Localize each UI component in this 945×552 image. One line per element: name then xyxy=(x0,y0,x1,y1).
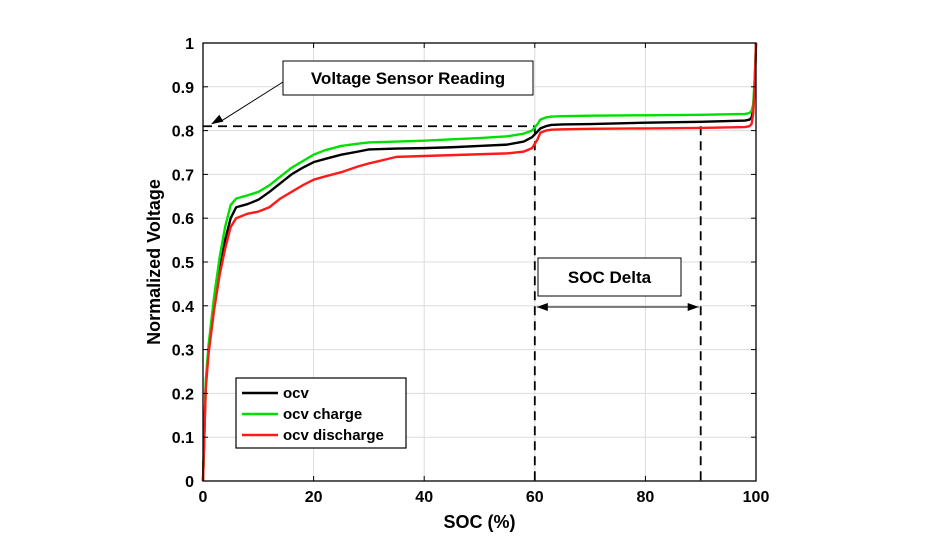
y-tick-label: 0 xyxy=(185,474,194,491)
legend-label: ocv xyxy=(283,385,310,402)
x-axis-title: SOC (%) xyxy=(444,512,516,532)
voltage-sensor-label: Voltage Sensor Reading xyxy=(311,69,505,88)
x-axis-ticks: 0 20 40 60 80 100 xyxy=(199,43,770,506)
series-line-ocv xyxy=(201,42,758,482)
y-tick-label: 0.3 xyxy=(172,343,194,360)
voltage-sensor-box xyxy=(282,60,534,96)
legend-label: ocv charge xyxy=(283,406,362,423)
y-tick-label: 0.9 xyxy=(172,80,194,97)
voltage-sensor-pointer xyxy=(220,81,284,122)
x-tick-label: 0 xyxy=(199,489,208,506)
x-tick-label: 60 xyxy=(526,489,544,506)
series-line-ocv-charge xyxy=(201,42,758,482)
soc-delta-label: SOC Delta xyxy=(568,268,652,287)
y-tick-label: 0.5 xyxy=(172,255,194,272)
voltage-sensor-annotation: Voltage Sensor Reading xyxy=(211,60,534,125)
legend: ocv ocv charge ocv discharge xyxy=(235,377,407,449)
x-tick-label: 80 xyxy=(637,489,655,506)
x-tick-label: 40 xyxy=(415,489,433,506)
x-tick-label: 100 xyxy=(743,489,770,506)
series-line-ocv-discharge xyxy=(201,42,758,482)
series-layer xyxy=(201,42,758,482)
voltage-sensor-arrowhead xyxy=(211,114,224,125)
soc-delta-arrowhead-right xyxy=(687,303,699,311)
soc-delta-annotation: SOC Delta xyxy=(536,257,699,311)
y-tick-label: 0.6 xyxy=(172,211,194,228)
y-tick-label: 0.1 xyxy=(172,430,194,447)
y-axis-ticks: 0 0.1 0.2 0.3 0.4 0.5 0.6 0.7 0.8 0.9 1 xyxy=(172,36,756,491)
legend-label: ocv discharge xyxy=(283,427,384,444)
y-tick-label: 0.8 xyxy=(172,124,194,141)
x-tick-label: 20 xyxy=(305,489,323,506)
y-tick-label: 0.4 xyxy=(172,299,194,316)
y-tick-label: 1 xyxy=(185,36,194,53)
soc-delta-box xyxy=(537,257,682,297)
annotation-guides xyxy=(203,125,702,481)
soc-delta-arrowhead-left xyxy=(536,303,548,311)
y-tick-label: 0.7 xyxy=(172,167,194,184)
y-axis-title: Normalized Voltage xyxy=(144,179,164,345)
y-tick-label: 0.2 xyxy=(172,386,194,403)
